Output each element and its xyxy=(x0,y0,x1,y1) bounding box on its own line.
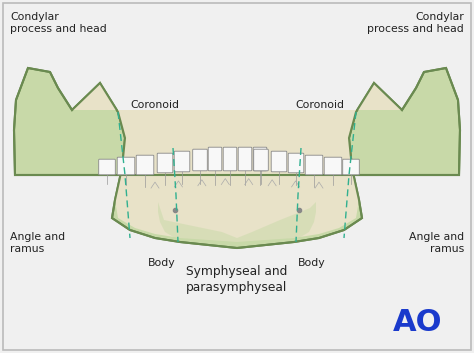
FancyBboxPatch shape xyxy=(136,155,154,175)
Polygon shape xyxy=(158,202,316,244)
FancyBboxPatch shape xyxy=(223,147,237,171)
Text: Body: Body xyxy=(148,258,176,268)
Text: Coronoid: Coronoid xyxy=(295,100,344,110)
Text: Body: Body xyxy=(298,258,326,268)
FancyBboxPatch shape xyxy=(99,159,115,175)
FancyBboxPatch shape xyxy=(193,149,207,171)
FancyBboxPatch shape xyxy=(254,149,268,171)
Text: Coronoid: Coronoid xyxy=(130,100,179,110)
Polygon shape xyxy=(72,83,402,242)
FancyBboxPatch shape xyxy=(288,153,304,173)
FancyBboxPatch shape xyxy=(343,159,359,175)
Text: Condylar
process and head: Condylar process and head xyxy=(10,12,107,34)
FancyBboxPatch shape xyxy=(253,147,267,171)
Text: AO: AO xyxy=(393,308,443,337)
Text: Condylar
process and head: Condylar process and head xyxy=(367,12,464,34)
Polygon shape xyxy=(14,68,460,248)
FancyBboxPatch shape xyxy=(174,151,190,172)
FancyBboxPatch shape xyxy=(117,157,135,175)
FancyBboxPatch shape xyxy=(208,147,222,171)
FancyBboxPatch shape xyxy=(305,155,323,175)
FancyBboxPatch shape xyxy=(324,157,342,175)
Text: Angle and
ramus: Angle and ramus xyxy=(10,232,65,255)
Text: Symphyseal and
parasymphyseal: Symphyseal and parasymphyseal xyxy=(186,265,288,294)
Text: Angle and
ramus: Angle and ramus xyxy=(409,232,464,255)
FancyBboxPatch shape xyxy=(157,153,173,173)
FancyBboxPatch shape xyxy=(271,151,287,172)
FancyBboxPatch shape xyxy=(238,147,252,171)
FancyBboxPatch shape xyxy=(3,3,471,350)
